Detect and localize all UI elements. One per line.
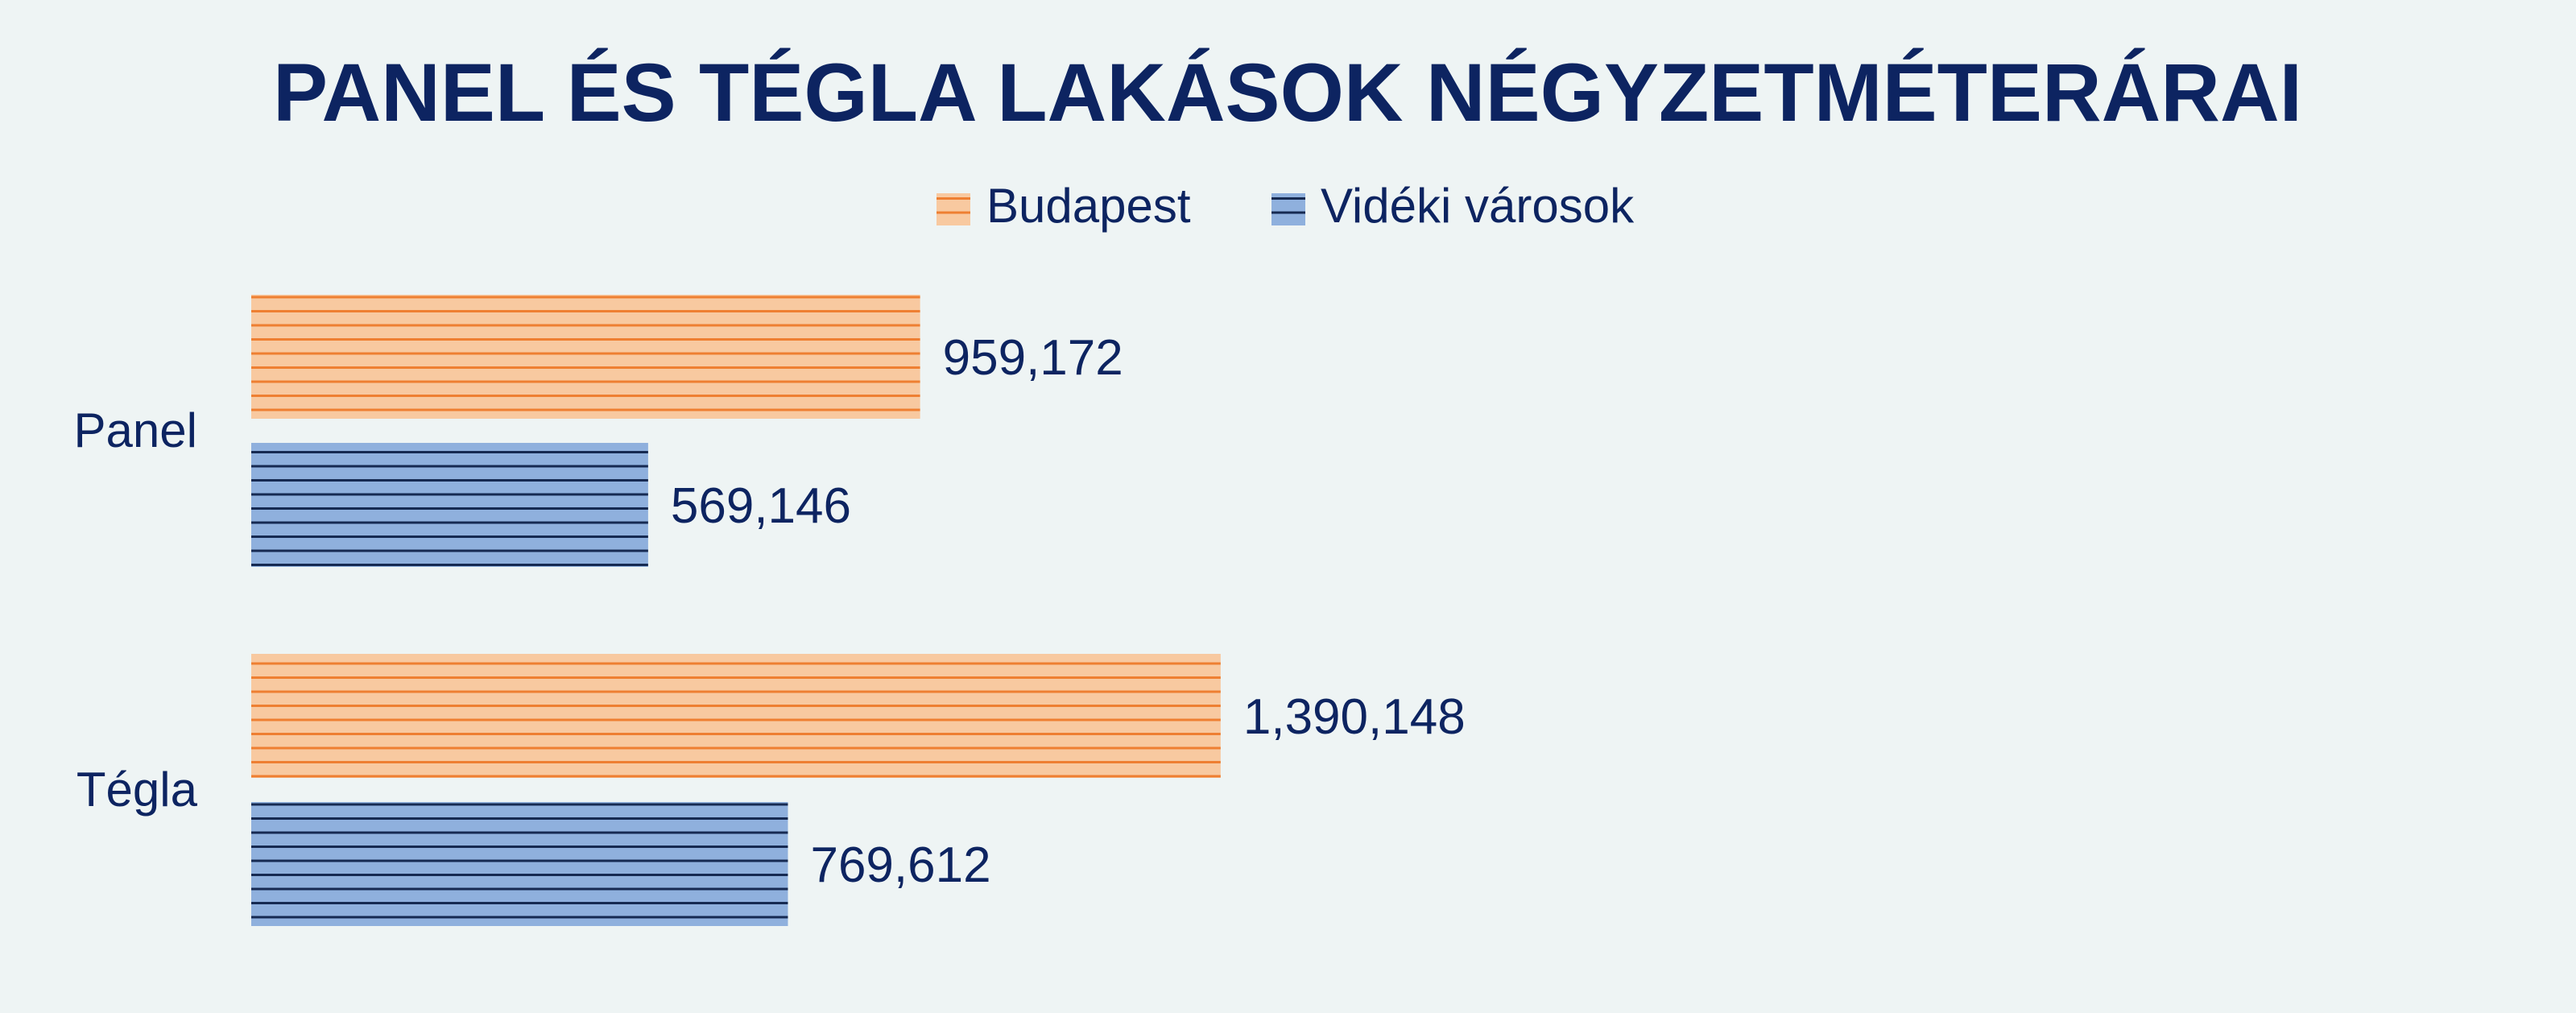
data-label-budapest-panel: 959,172 (943, 330, 1123, 386)
bars-layer: Panel 959,172 569,146 Tégla 1,390,148 769,612 (74, 295, 1466, 926)
legend-item-videki-varosok: Vidéki városok (1271, 179, 1635, 233)
legend-swatch-budapest (937, 193, 970, 225)
legend-item-budapest: Budapest (937, 179, 1191, 233)
chart-title: PANEL ÉS TÉGLA LAKÁSOK NÉGYZETMÉTERÁRAI (273, 47, 2302, 139)
legend-label-videki-varosok: Vidéki városok (1321, 179, 1635, 233)
bar-videki-varosok-panel (251, 443, 648, 567)
data-label-budapest-tegla: 1,390,148 (1243, 689, 1466, 745)
data-label-videki-varosok-panel: 569,146 (671, 478, 851, 534)
bar-videki-varosok-tegla (251, 802, 788, 926)
data-label-videki-varosok-tegla: 769,612 (810, 837, 990, 893)
legend-swatch-videki-varosok (1271, 193, 1305, 225)
legend-label-budapest: Budapest (986, 179, 1191, 233)
bar-budapest-tegla (251, 654, 1221, 778)
category-label-tegla: Tégla (76, 763, 198, 817)
legend: Budapest Vidéki városok (937, 179, 1635, 233)
category-label-panel: Panel (74, 403, 197, 457)
bar-budapest-panel (251, 295, 920, 419)
